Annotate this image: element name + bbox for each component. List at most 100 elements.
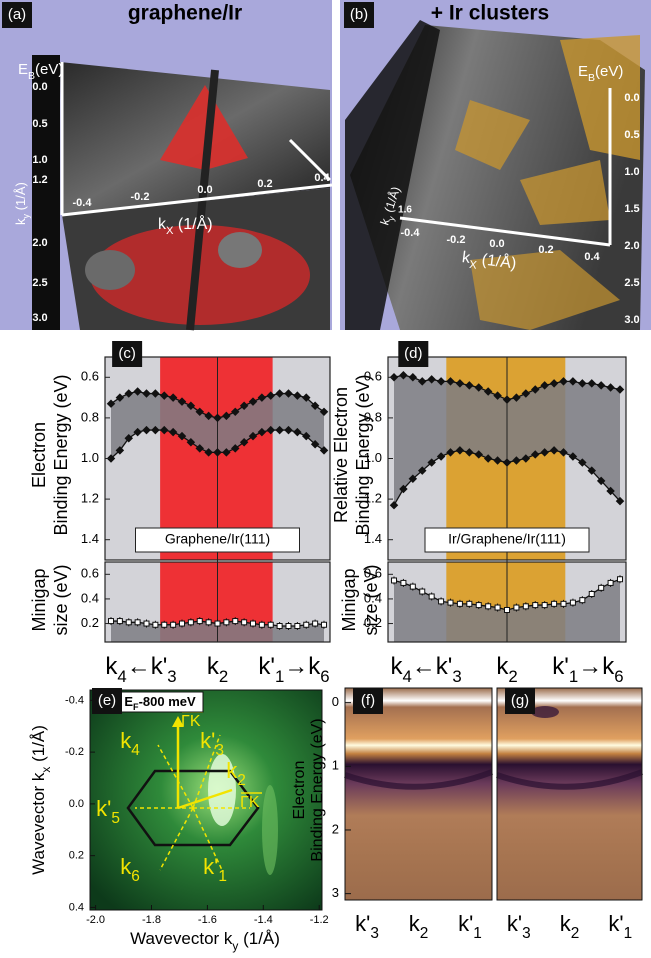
gap-point: [268, 622, 273, 627]
gap-point: [457, 601, 462, 606]
x-label: k'3: [507, 911, 531, 942]
tick-label: 0.2: [538, 244, 553, 256]
x-tick-label: -1.8: [142, 914, 161, 926]
tick-label: 0.4: [584, 251, 600, 263]
y-axis-label: Wavevector kx (1/Å): [29, 725, 53, 875]
gap-point: [514, 605, 519, 610]
axis-label-part: (eV): [35, 61, 63, 78]
k-point-label-part: k': [96, 796, 111, 821]
y-axis-label: size (eV): [361, 564, 381, 635]
x-label-part: 1: [569, 667, 578, 686]
x-label-part: 1: [624, 925, 633, 942]
x-label-part: 6: [320, 667, 329, 686]
gap-point: [188, 620, 193, 625]
k-point-label-part: 6: [131, 868, 140, 885]
tick-label: 0.0: [489, 238, 504, 250]
gap-point: [180, 621, 185, 626]
axis-label-part: B: [588, 72, 595, 84]
y-tick-label: 1.4: [81, 531, 99, 546]
y-tick-label: 0.2: [69, 850, 84, 862]
tick-label: 0.5: [32, 118, 47, 130]
energy-label-part: E: [124, 694, 133, 709]
gap-point: [533, 603, 538, 608]
y-axis-label-part: (1/Å): [29, 725, 48, 767]
gap-point: [251, 621, 256, 626]
y-axis-label: Electron: [29, 422, 49, 488]
x-label-part: 2: [571, 925, 580, 942]
x-label-part: k': [552, 653, 569, 680]
tick-label: 1.6: [398, 205, 412, 216]
x-label-part: 4: [402, 667, 411, 686]
x-label-part: 3: [370, 925, 379, 942]
legend-text: Graphene/Ir(111): [165, 531, 270, 547]
x-label: k2: [409, 911, 429, 942]
y-tick-label: 3: [332, 885, 339, 900]
tick-label: 0.4: [314, 172, 330, 184]
gap-point: [126, 620, 131, 625]
x-label: k2: [496, 653, 517, 686]
x-label-part: ←k': [412, 653, 453, 680]
tick-label: 1.0: [624, 166, 639, 178]
energy-label-part: -800 meV: [139, 694, 196, 709]
y-tick-label: 0: [332, 694, 339, 709]
gap-point: [505, 608, 510, 613]
gray-pocket: [218, 232, 262, 268]
x-label-part: k': [258, 653, 275, 680]
tick-label: 2.0: [32, 237, 47, 249]
axis-label-part: E: [578, 63, 588, 80]
gap-point: [259, 622, 264, 627]
x-label-part: 3: [452, 667, 461, 686]
x-label-part: 2: [508, 667, 517, 686]
tick-label: -0.2: [131, 191, 150, 203]
tick-label: 2.0: [624, 240, 639, 252]
gap-point: [117, 619, 122, 624]
x-label-part: k': [458, 911, 473, 936]
y-axis-label-part: Wavevector k: [29, 772, 48, 875]
x-tick-label: -1.4: [254, 914, 273, 926]
gap-point: [608, 580, 613, 585]
y-tick-label: 1.2: [81, 491, 99, 506]
gap-point: [401, 580, 406, 585]
x-label-part: 3: [522, 925, 531, 942]
axis-label-part: (1/Å): [173, 214, 212, 233]
gap-point: [206, 620, 211, 625]
tick-label: 1.2: [32, 174, 47, 186]
x-label: k'1→k6: [552, 653, 623, 686]
k-point-label-part: k': [200, 728, 215, 753]
x-tick-label: -2.0: [86, 914, 105, 926]
tick-label: 1.0: [32, 154, 47, 166]
gap-point: [144, 621, 149, 626]
gk-label: ΓK: [181, 713, 201, 730]
k-point-label-part: 2: [237, 772, 246, 789]
panel-label: (b): [350, 6, 368, 23]
dark-feature: [531, 706, 559, 718]
y-tick-label: 0.2: [81, 615, 99, 630]
gap-point: [570, 600, 575, 605]
gap-point: [618, 577, 623, 582]
gap-point: [542, 603, 547, 608]
gap-point: [410, 584, 415, 589]
k-point-label-part: 4: [131, 742, 140, 759]
x-label: k'1: [458, 911, 482, 942]
y-tick-label: 0.8: [81, 409, 99, 424]
tick-label: 2.5: [32, 277, 47, 289]
axis-label-part: (1/Å): [13, 182, 28, 214]
tick-label: 3.0: [32, 312, 47, 324]
gk-label: ΓK: [240, 794, 260, 811]
gap-point: [322, 622, 327, 627]
tick-label: 2.5: [624, 277, 639, 289]
x-label-part: 2: [420, 925, 429, 942]
gap-point: [589, 592, 594, 597]
y-tick-label: 0.4: [81, 590, 99, 605]
panel-title: graphene/Ir: [128, 2, 242, 25]
x-label-part: 3: [167, 667, 176, 686]
tick-label: 0.5: [624, 129, 639, 141]
y-axis-label: Relative Electron: [331, 387, 351, 523]
x-label-part: →k: [578, 653, 615, 680]
tick-label: 1.5: [624, 203, 639, 215]
y-tick-label: 0.6: [81, 369, 99, 384]
tick-label: 0.2: [257, 178, 272, 190]
x-label: k'1→k6: [258, 653, 329, 686]
x-label-part: 1: [275, 667, 284, 686]
gap-point: [467, 601, 472, 606]
